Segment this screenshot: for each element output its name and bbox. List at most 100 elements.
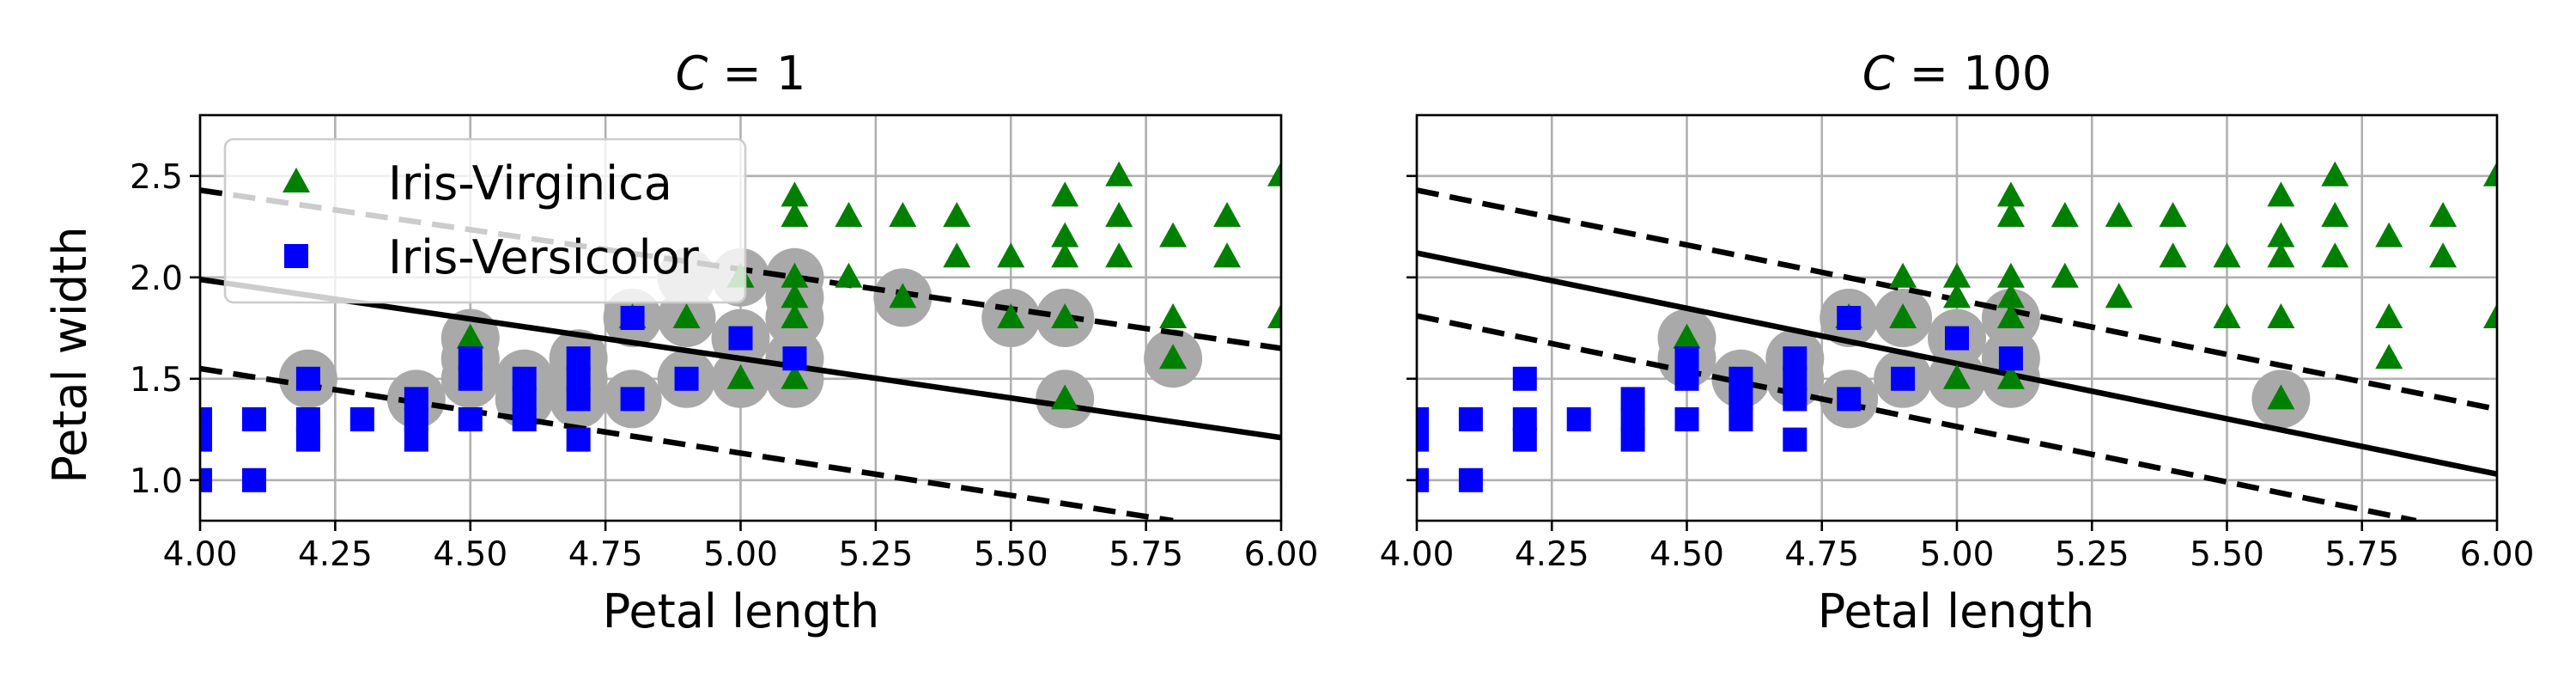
virginica-point: [1159, 344, 1188, 369]
panel-c100-title-symbol: C: [1862, 46, 1895, 101]
panel-c100-xtick-label: 4.25: [1515, 535, 1589, 574]
virginica-point: [1673, 323, 1701, 349]
versicolor-point: [1783, 366, 1807, 391]
legend-versicolor-marker: [284, 244, 308, 268]
panel-c1-xtick-label: 5.25: [838, 535, 913, 574]
virginica-point: [2429, 202, 2458, 227]
virginica-point: [2483, 161, 2497, 186]
virginica-point: [2213, 242, 2241, 268]
virginica-point: [1996, 262, 2025, 288]
versicolor-point: [620, 387, 645, 412]
panel-c100-title: C = 100: [1862, 46, 2051, 101]
virginica-point: [2321, 202, 2349, 227]
virginica-point: [2429, 242, 2458, 268]
versicolor-point: [1458, 467, 1483, 492]
virginica-point: [1996, 363, 2025, 389]
panel-c1-xtick-label: 5.50: [974, 535, 1048, 574]
panel-c1-title: C = 1: [676, 46, 806, 101]
panel-c1-decision-boundary: [200, 276, 1281, 441]
panel-c1-ytick-label: 1.0: [130, 462, 183, 501]
virginica-point: [1159, 222, 1188, 247]
versicolor-point: [1674, 407, 1699, 431]
versicolor-point: [1783, 427, 1807, 452]
virginica-point: [1889, 303, 1917, 328]
versicolor-point: [200, 427, 212, 452]
virginica-point: [781, 303, 809, 328]
virginica-point: [1159, 303, 1188, 328]
versicolor-point: [1728, 366, 1753, 391]
virginica-point: [2105, 202, 2133, 227]
panel-c1-xtick-label: 6.00: [1244, 535, 1319, 574]
versicolor-point: [566, 366, 591, 391]
legend-box: [223, 137, 747, 304]
panel-c100-margin-lower: [1417, 313, 2417, 521]
virginica-point: [2375, 344, 2403, 369]
panel-c100-xtick-label: 5.75: [2324, 535, 2399, 574]
versicolor-point: [1417, 467, 1429, 492]
versicolor-point: [458, 407, 483, 431]
virginica-point: [1051, 242, 1079, 268]
versicolor-point: [1417, 427, 1429, 452]
panel-c1-legend: Iris-Virginica Iris-Versicolor: [223, 137, 747, 304]
virginica-point: [1051, 222, 1079, 247]
versicolor-point: [1417, 407, 1429, 431]
virginica-point: [672, 303, 701, 328]
virginica-point: [781, 363, 809, 389]
virginica-point: [1889, 262, 1917, 288]
virginica-point: [2375, 222, 2403, 247]
virginica-point: [1213, 202, 1242, 227]
virginica-point: [1105, 202, 1133, 227]
versicolor-point: [512, 366, 537, 391]
virginica-point: [2483, 303, 2497, 328]
versicolor-point: [1620, 387, 1645, 412]
virginica-point: [943, 242, 971, 268]
versicolor-point: [295, 427, 320, 452]
panel-c1-xtick-label: 4.75: [568, 535, 643, 574]
versicolor-point: [620, 306, 645, 330]
versicolor-point: [1512, 407, 1537, 431]
versicolor-point: [200, 407, 212, 431]
panel-c100-frame: [1415, 113, 2499, 522]
virginica-point: [2267, 222, 2295, 247]
panel-c1-ytick-label: 1.5: [130, 361, 183, 400]
panel-c1-ytick-label: 2.5: [130, 158, 183, 197]
virginica-point: [1213, 242, 1242, 268]
panel-c1-xtick-label: 4.00: [163, 535, 238, 574]
versicolor-point: [782, 346, 807, 371]
panel-c100-title-value: = 100: [1895, 46, 2052, 101]
panel-c100: C = 100 Petal length 4.00 4.25 4.50 4.75 5.0…: [1380, 46, 2535, 638]
virginica-point: [1943, 262, 1971, 288]
versicolor-point: [295, 407, 320, 431]
versicolor-point: [458, 366, 483, 391]
versicolor-point: [728, 326, 753, 351]
versicolor-point: [200, 467, 212, 492]
panel-c1: C = 1 Petal width Petal length 4.00 4.25 4…: [43, 46, 1318, 638]
legend-label: Iris-Virginica: [388, 156, 672, 211]
virginica-point: [1105, 242, 1133, 268]
panel-c1-ytick-label: 2.0: [130, 259, 183, 298]
virginica-point: [781, 262, 809, 288]
legend-virginica-marker: [283, 168, 310, 192]
virginica-point: [2159, 202, 2187, 227]
panel-c100-xtick-label: 4.75: [1784, 535, 1859, 574]
versicolor-point: [566, 346, 591, 371]
versicolor-point: [1783, 346, 1807, 371]
virginica-point: [781, 283, 809, 308]
versicolor-point: [349, 407, 374, 431]
virginica-point: [1996, 181, 2025, 207]
versicolor-point: [1674, 366, 1699, 391]
versicolor-point: [1728, 407, 1753, 431]
versicolor-point: [1674, 346, 1699, 371]
panel-c1-xtick-label: 4.25: [298, 535, 373, 574]
versicolor-point: [1945, 326, 1969, 351]
virginica-point: [1996, 202, 2025, 227]
versicolor-point: [1458, 407, 1483, 431]
versicolor-point: [404, 407, 428, 431]
legend-label: Iris-Versicolor: [388, 230, 700, 284]
panel-c1-xtick-label: 5.75: [1109, 535, 1183, 574]
virginica-point: [1996, 283, 2025, 308]
versicolor-point: [1512, 427, 1537, 452]
virginica-point: [2267, 242, 2295, 268]
virginica-point: [1267, 161, 1281, 186]
